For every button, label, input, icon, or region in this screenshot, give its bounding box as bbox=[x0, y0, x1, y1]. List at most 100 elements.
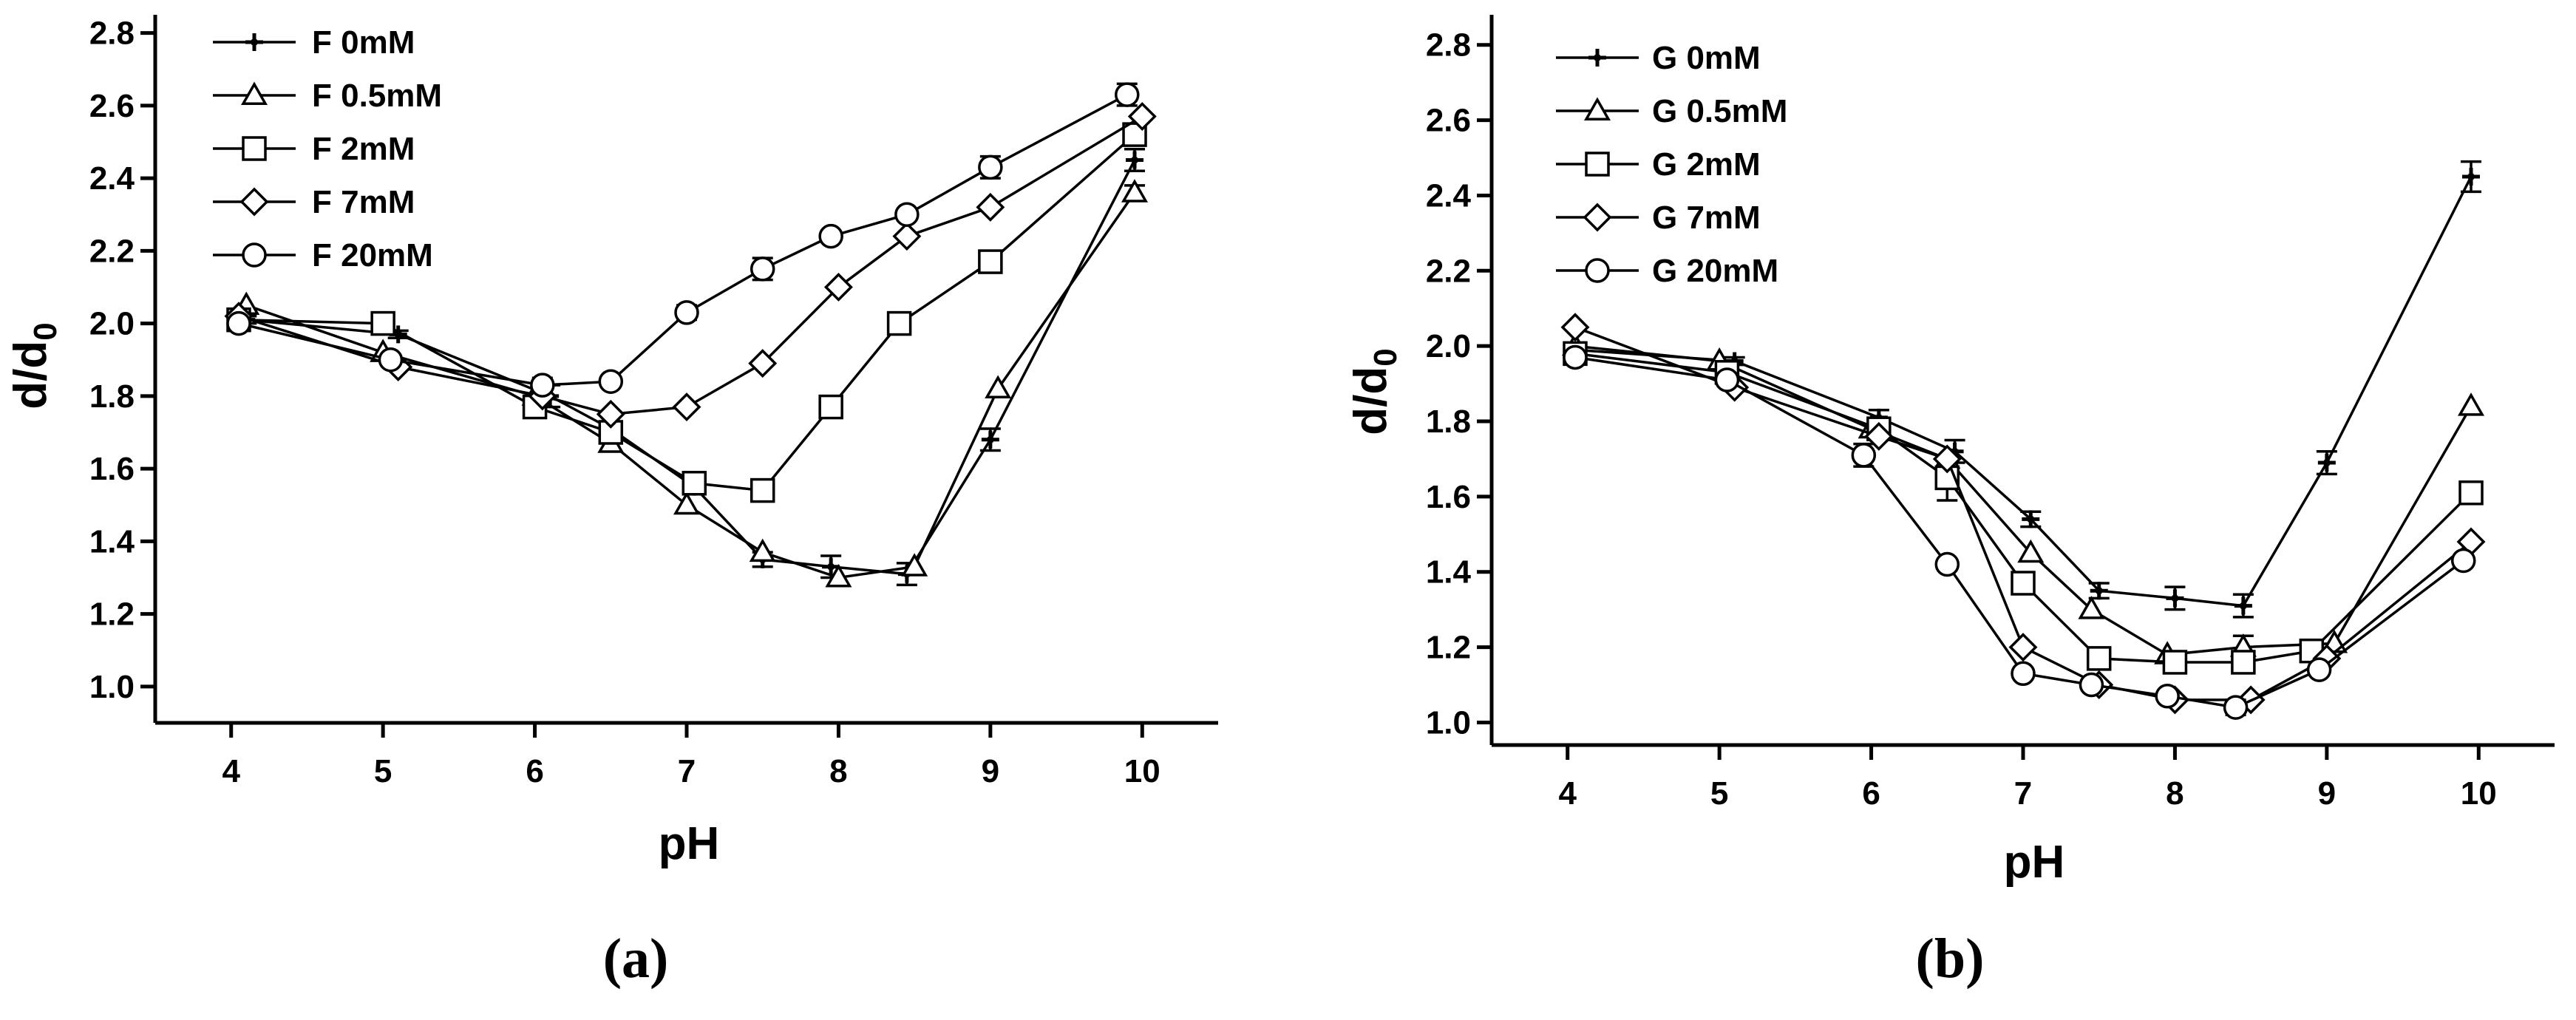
x-tick-label: 6 bbox=[526, 753, 543, 789]
data-point-circle bbox=[978, 154, 1003, 180]
x-tick-label: 10 bbox=[2461, 775, 2497, 812]
legend-label: G 0.5mM bbox=[1652, 93, 1787, 129]
data-point-circle bbox=[2155, 684, 2180, 709]
data-point-square bbox=[818, 394, 843, 420]
data-point-square bbox=[2011, 571, 2036, 596]
data-point-triangle bbox=[985, 375, 1012, 399]
x-tick-label: 4 bbox=[222, 753, 240, 789]
y-tick-label: 1.8 bbox=[1426, 404, 1471, 440]
data-point-circle bbox=[2011, 661, 2036, 686]
data-point-triangle bbox=[2457, 392, 2485, 416]
data-point-diamond bbox=[748, 349, 778, 378]
y-tick-label: 2.8 bbox=[1426, 27, 1471, 64]
data-point-plus-dot bbox=[2239, 602, 2247, 610]
series-line bbox=[245, 191, 1136, 579]
data-point-diamond bbox=[672, 392, 701, 422]
y-tick-label: 2.4 bbox=[89, 160, 135, 197]
legend-label: F 2mM bbox=[312, 131, 415, 167]
y-tick-label: 1.0 bbox=[1426, 704, 1471, 741]
y-tick-label: 2.6 bbox=[1426, 103, 1471, 139]
legend-label: G 20mM bbox=[1652, 253, 1778, 289]
y-axis-title-base: d/d bbox=[1345, 367, 1396, 435]
y-tick-label: 1.2 bbox=[89, 596, 135, 633]
x-tick-label: 8 bbox=[829, 753, 847, 789]
data-point-diamond bbox=[976, 192, 1005, 222]
series-line bbox=[246, 159, 1136, 576]
data-point-square bbox=[886, 310, 912, 336]
data-point-circle bbox=[2079, 672, 2104, 698]
data-point-circle bbox=[818, 223, 843, 249]
y-axis-title-subscript: 0 bbox=[1367, 348, 1404, 366]
data-point-square bbox=[750, 477, 775, 503]
legend-item: F 2mM bbox=[213, 131, 415, 167]
x-tick-label: 7 bbox=[678, 753, 696, 789]
data-point-diamond bbox=[892, 222, 922, 251]
data-point-plus-dot bbox=[827, 562, 835, 571]
data-point-plus-dot bbox=[2467, 172, 2475, 180]
legend-item: G 20mM bbox=[1556, 253, 1778, 289]
data-point-square bbox=[682, 471, 707, 496]
panel-caption: (b) bbox=[1916, 928, 1985, 990]
data-point-circle bbox=[1114, 82, 1140, 107]
data-point-circle bbox=[530, 373, 555, 398]
data-point-circle bbox=[2223, 695, 2249, 720]
data-point-plus-dot bbox=[1131, 156, 1139, 164]
legend-marker-diamond bbox=[239, 187, 269, 217]
data-point-square bbox=[2231, 650, 2256, 675]
panel-b: 1.0 1.2 1.4 1.6 1.8 2.0 2.2 2.4 2.6 2.8 4 5 6 7 8 9 10 pH… bbox=[1345, 15, 2555, 990]
legend-item: F 7mM bbox=[213, 184, 415, 220]
series-line bbox=[238, 115, 1143, 416]
legend-label: F 20mM bbox=[312, 237, 433, 273]
legend-label: F 0.5mM bbox=[312, 78, 442, 114]
legend-item: G 0mM bbox=[1556, 40, 1761, 76]
data-point-circle bbox=[1714, 367, 1740, 392]
data-point-triangle bbox=[2078, 596, 2105, 619]
data-point-plus-dot bbox=[2322, 459, 2331, 467]
data-point-square bbox=[2086, 646, 2112, 671]
y-tick-label: 2.6 bbox=[89, 88, 135, 124]
y-tick-label: 1.2 bbox=[1426, 630, 1471, 666]
data-point-diamond bbox=[2008, 633, 2038, 662]
data-point-plus-dot bbox=[2171, 594, 2179, 602]
legend-label: G 7mM bbox=[1652, 200, 1761, 236]
data-point-diamond bbox=[823, 272, 853, 302]
series-square bbox=[1563, 341, 2484, 675]
series-line bbox=[1574, 344, 2473, 656]
y-tick-label: 2.8 bbox=[89, 16, 135, 52]
series-diamond bbox=[1560, 313, 2486, 715]
legend-marker-square bbox=[242, 136, 267, 161]
y-axis-title: d/d0 bbox=[5, 322, 64, 409]
data-point-triangle bbox=[2017, 539, 2045, 563]
data-point-circle bbox=[1851, 443, 1877, 468]
panel-a: 1.0 1.2 1.4 1.6 1.8 2.0 2.2 2.4 2.6 2.8 4 5 6 7 8 9 10 pH… bbox=[5, 15, 1218, 990]
data-point-plus-dot bbox=[986, 435, 994, 443]
legend-item: G 2mM bbox=[1556, 146, 1761, 183]
series-circle bbox=[226, 82, 1140, 398]
legend-label: F 7mM bbox=[312, 184, 415, 220]
legend-item: G 0.5mM bbox=[1556, 93, 1787, 129]
data-point-diamond bbox=[1560, 313, 1590, 342]
legend-item: G 7mM bbox=[1556, 200, 1761, 236]
legend-item: F 0.5mM bbox=[213, 78, 442, 114]
y-tick-label: 1.4 bbox=[89, 523, 135, 560]
y-tick-label: 1.4 bbox=[1426, 554, 1472, 591]
y-tick-label: 1.0 bbox=[89, 669, 135, 705]
series-circle bbox=[1563, 344, 2476, 720]
data-point-diamond bbox=[596, 399, 625, 429]
caption-close-paren: ) bbox=[650, 928, 668, 990]
series-line bbox=[238, 93, 1128, 387]
data-point-diamond bbox=[1932, 444, 1962, 474]
data-point-circle bbox=[2450, 548, 2476, 574]
caption-open-paren: ( bbox=[603, 928, 622, 990]
data-point-triangle bbox=[901, 553, 928, 577]
data-point-square bbox=[2162, 650, 2188, 675]
x-tick-label: 9 bbox=[982, 753, 999, 789]
x-axis-title: pH bbox=[2004, 837, 2065, 888]
data-point-circle bbox=[1934, 551, 1960, 577]
y-tick-label: 2.2 bbox=[89, 233, 135, 269]
x-tick-label: 7 bbox=[2014, 775, 2032, 812]
data-point-circle bbox=[1563, 344, 1588, 370]
x-axis-title: pH bbox=[659, 818, 720, 869]
data-point-circle bbox=[598, 369, 624, 394]
